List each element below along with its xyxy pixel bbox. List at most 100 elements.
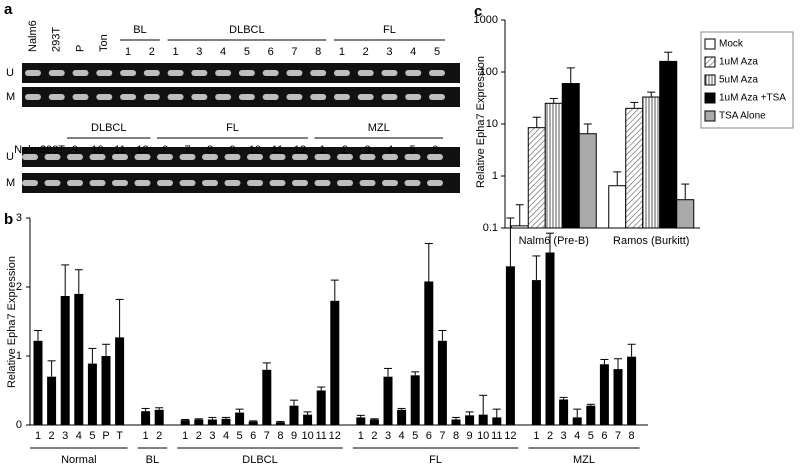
x-tick-label: 8 [277, 430, 283, 442]
bar [47, 376, 57, 425]
bar [531, 280, 541, 425]
gel-band [72, 94, 89, 100]
bar [330, 300, 340, 425]
gel-band [269, 154, 286, 160]
gel-band [112, 154, 128, 160]
legend-label: 5uM Aza [719, 75, 758, 86]
x-tick-label: 2 [547, 430, 553, 442]
x-tick-label: 6 [426, 430, 432, 442]
bar [275, 422, 285, 425]
x-tick-label: 2 [371, 430, 377, 442]
lane-label: 1 [339, 46, 345, 58]
lane-label: 293T [40, 144, 65, 156]
lane-label: 10 [91, 144, 103, 156]
gel-band [167, 70, 184, 76]
bar [207, 419, 217, 425]
bar [33, 340, 43, 425]
gel-band [224, 154, 241, 160]
row-label: M [6, 91, 15, 103]
gel-band [179, 154, 196, 160]
group-label: DLBCL [91, 122, 126, 134]
gel-band [314, 180, 331, 186]
gel-band [359, 154, 376, 160]
x-tick-label: 7 [615, 430, 621, 442]
bar [545, 252, 555, 425]
legend-label: 1uM Aza +TSA [719, 93, 786, 104]
lane-label: 10 [249, 144, 261, 156]
bar [262, 369, 272, 425]
gel-band [238, 94, 255, 100]
gel-band [247, 154, 263, 160]
panel-letter: b [4, 211, 13, 228]
bar [505, 266, 515, 425]
lane-label: 9 [72, 144, 78, 156]
bar [437, 340, 447, 425]
gel-band [157, 180, 173, 186]
x-tick-label: P [102, 430, 109, 442]
x-tick-label: 3 [209, 430, 215, 442]
lane-label: 3 [196, 46, 202, 58]
gel-band [357, 94, 374, 100]
gel-band [44, 180, 61, 186]
lane-label: 3 [364, 144, 370, 156]
x-tick-label: 2 [196, 430, 202, 442]
gel-band [202, 154, 218, 160]
lane-label: 2 [149, 46, 155, 58]
gel-band [269, 180, 286, 186]
gel-band [224, 180, 241, 186]
x-tick-label: 4 [574, 430, 580, 442]
panel-letter: a [4, 1, 13, 18]
gel-band [67, 154, 83, 160]
y-tick-label: 0 [16, 419, 22, 431]
bar [527, 127, 546, 229]
bar [397, 409, 407, 425]
legend-swatch [704, 38, 716, 50]
bar [625, 107, 644, 229]
gel-band [191, 70, 208, 76]
lane-label: 1 [125, 46, 131, 58]
lane-label: 4 [387, 144, 393, 156]
lane-label: 293T [51, 27, 63, 52]
x-tick-label: 4 [223, 430, 229, 442]
row-label: U [6, 151, 14, 163]
lane-label: 6 [432, 144, 438, 156]
gel-band [314, 154, 331, 160]
bar [356, 417, 366, 425]
gel-band [262, 70, 279, 76]
bar [451, 419, 461, 425]
bar [642, 96, 661, 229]
gel-band [381, 70, 398, 76]
y-tick-label: 1000 [474, 14, 498, 26]
bar [510, 225, 529, 229]
gel-band [179, 180, 196, 186]
gel-band [22, 180, 38, 186]
group-label: MZL [368, 122, 390, 134]
y-tick-label: 10 [486, 118, 498, 130]
bar [572, 417, 582, 425]
bar [235, 412, 245, 425]
gel-band [25, 70, 41, 76]
lane-label: 7 [291, 46, 297, 58]
gel-band [89, 180, 106, 186]
x-tick-label: 6 [250, 430, 256, 442]
x-tick-label: 10 [477, 430, 489, 442]
bar [115, 337, 125, 425]
bar [465, 415, 475, 425]
group-label: FL [429, 454, 442, 466]
gel-band [96, 94, 113, 100]
bar [608, 185, 627, 229]
gel-band [22, 154, 38, 160]
x-tick-label: 3 [62, 430, 68, 442]
x-tick-label: 4 [76, 430, 82, 442]
lane-label: 12 [136, 144, 148, 156]
gel-band [247, 180, 263, 186]
lane-label: 6 [162, 144, 168, 156]
bar [613, 369, 623, 425]
group-label: Normal [61, 454, 96, 466]
bar [248, 421, 258, 425]
gel-band [96, 70, 113, 76]
x-tick-label: 1 [143, 430, 149, 442]
x-tick-label: Nalm6 (Pre-B) [519, 235, 589, 247]
bar [410, 375, 420, 425]
gel-band [238, 70, 255, 76]
